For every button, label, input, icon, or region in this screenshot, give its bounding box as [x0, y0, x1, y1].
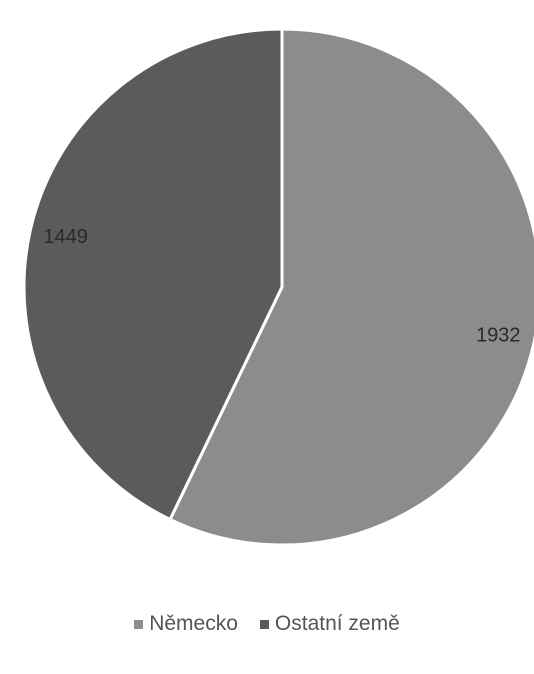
legend-swatch-nemecko [134, 619, 144, 629]
legend-item-nemecko: Německo [134, 612, 238, 636]
data-label-nemecko: 1932 [476, 325, 521, 347]
legend-item-ostatni-zeme: Ostatní země [259, 612, 400, 636]
legend: Německo Ostatní země [0, 612, 534, 636]
pie-slices [22, 27, 534, 547]
pie-slice-ostatni-zeme [22, 27, 284, 521]
data-label-ostatni-zeme: 1449 [43, 226, 88, 248]
pie-data-labels: 1932 1449 [43, 226, 520, 347]
pie-chart: 1932 1449 [22, 27, 534, 547]
legend-label-ostatni-zeme: Ostatní země [274, 612, 400, 635]
legend-swatch-ostatni-zeme [259, 619, 269, 629]
legend-label-nemecko: Německo [149, 612, 238, 635]
